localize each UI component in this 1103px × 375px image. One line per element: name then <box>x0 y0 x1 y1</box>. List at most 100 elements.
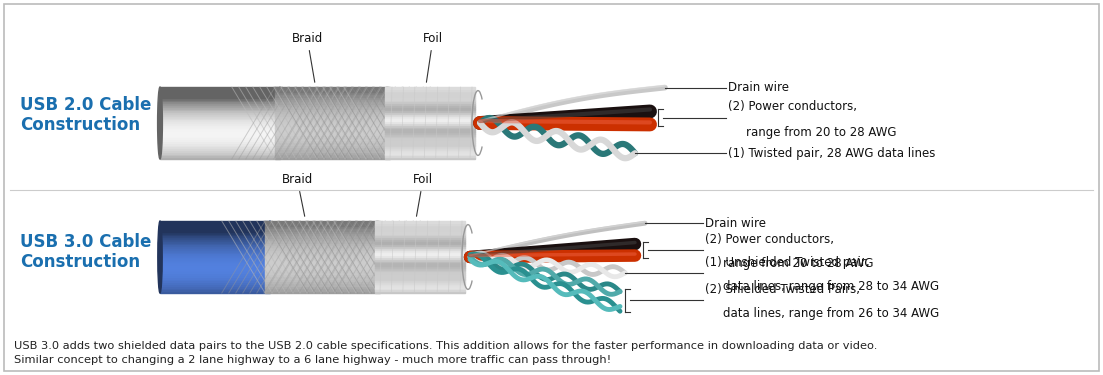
Bar <box>375 232 465 234</box>
Bar <box>275 113 390 116</box>
Bar <box>385 154 475 155</box>
Bar <box>160 121 280 123</box>
Text: (1) Unshielded Twisted pair,: (1) Unshielded Twisted pair, <box>705 256 869 269</box>
Bar <box>160 152 280 154</box>
Bar <box>385 123 475 125</box>
Bar <box>160 136 280 137</box>
Bar <box>160 105 280 107</box>
Bar <box>385 141 475 143</box>
Bar <box>375 223 465 225</box>
Bar <box>160 143 280 145</box>
Bar <box>275 106 390 109</box>
Bar <box>160 225 270 226</box>
Bar <box>375 246 465 248</box>
Bar <box>375 257 465 259</box>
Bar <box>160 282 270 284</box>
Bar <box>160 243 270 244</box>
Bar <box>265 250 381 252</box>
Bar <box>160 266 270 268</box>
Bar <box>265 276 381 279</box>
Ellipse shape <box>268 221 272 293</box>
Bar <box>160 261 270 262</box>
Bar <box>275 99 390 101</box>
Bar <box>385 109 475 110</box>
Bar <box>375 259 465 261</box>
Bar <box>275 142 390 145</box>
Bar <box>275 135 390 137</box>
Bar <box>275 149 390 152</box>
Bar <box>375 282 465 284</box>
Bar <box>385 110 475 112</box>
Bar <box>160 109 280 110</box>
Bar <box>160 290 270 291</box>
Bar <box>265 255 381 257</box>
Bar <box>375 291 465 293</box>
Bar <box>385 137 475 139</box>
Bar <box>160 237 270 239</box>
Bar <box>375 221 465 223</box>
Bar <box>275 121 390 123</box>
Bar <box>385 157 475 159</box>
Bar <box>375 244 465 246</box>
Bar <box>265 260 381 262</box>
Bar <box>375 288 465 290</box>
Bar <box>385 105 475 107</box>
Bar <box>275 133 390 135</box>
Bar <box>375 277 465 279</box>
Bar <box>385 94 475 96</box>
Bar <box>160 236 270 237</box>
Bar <box>265 269 381 272</box>
Bar <box>160 100 280 101</box>
Bar <box>385 127 475 128</box>
Bar <box>160 246 270 248</box>
Bar <box>265 291 381 293</box>
Bar <box>375 234 465 236</box>
Bar <box>160 284 270 286</box>
Bar <box>160 228 270 230</box>
Bar <box>385 119 475 121</box>
Bar <box>160 279 270 280</box>
Bar <box>375 275 465 277</box>
Text: Drain wire: Drain wire <box>705 217 765 230</box>
Bar <box>275 147 390 149</box>
Bar <box>275 111 390 113</box>
Bar <box>160 157 280 159</box>
Bar <box>160 273 270 275</box>
Bar <box>265 272 381 274</box>
Bar <box>160 87 280 89</box>
Bar <box>160 286 270 288</box>
Bar <box>275 125 390 128</box>
Text: data lines, range from 26 to 34 AWG: data lines, range from 26 to 34 AWG <box>722 307 940 320</box>
Bar <box>275 137 390 140</box>
Bar <box>385 150 475 152</box>
Bar <box>375 241 465 243</box>
Bar <box>385 118 475 119</box>
Text: (2) Power conductors,: (2) Power conductors, <box>705 233 834 246</box>
Bar <box>375 255 465 257</box>
Bar <box>375 228 465 230</box>
Bar <box>375 243 465 244</box>
Bar <box>385 100 475 101</box>
Bar <box>160 150 280 152</box>
Bar <box>265 281 381 284</box>
Text: Drain wire: Drain wire <box>728 81 789 94</box>
Bar <box>385 96 475 98</box>
Bar <box>265 288 381 291</box>
Bar <box>375 266 465 268</box>
Bar <box>160 98 280 100</box>
Bar <box>160 92 280 94</box>
Bar <box>375 236 465 237</box>
Bar <box>160 94 280 96</box>
Bar <box>375 264 465 266</box>
Bar <box>375 279 465 280</box>
Bar <box>160 154 280 155</box>
Ellipse shape <box>158 221 162 293</box>
Text: range from 20 to 28 AWG: range from 20 to 28 AWG <box>722 257 874 270</box>
Bar <box>160 125 280 127</box>
Bar <box>160 119 280 121</box>
Text: USB 3.0 Cable
Construction: USB 3.0 Cable Construction <box>20 232 151 272</box>
Bar <box>385 112 475 114</box>
Bar <box>160 252 270 254</box>
Text: Braid: Braid <box>291 32 323 82</box>
Bar <box>265 243 381 245</box>
